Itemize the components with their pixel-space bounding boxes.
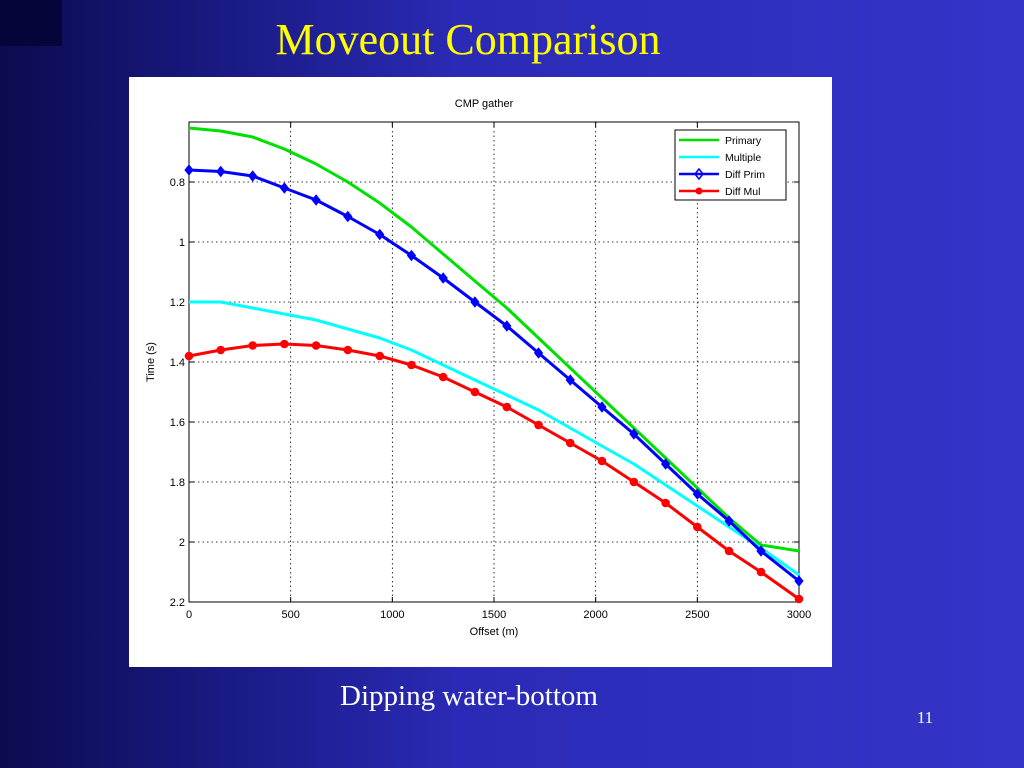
data-point-diff-prim	[248, 170, 258, 182]
x-tick-label: 3000	[787, 609, 811, 621]
data-point-diff-mul	[343, 345, 353, 355]
data-point-diff-prim	[794, 575, 804, 587]
data-point-diff-prim	[216, 165, 226, 178]
y-tick-label: 1.2	[170, 297, 185, 309]
slide-caption: Dipping water-bottom	[340, 680, 598, 712]
x-axis-label: Offset (m)	[470, 626, 519, 638]
data-point-diff-prim	[279, 182, 290, 194]
grid	[189, 122, 799, 602]
series-line-diff-mul	[188, 342, 800, 601]
data-point-diff-mul	[794, 594, 804, 604]
y-tick-label: 1	[179, 237, 185, 249]
cmp-gather-chart: CMP gather 0 500 1000 1500 2000 2500 3000 0.8 1 1…	[145, 98, 811, 638]
data-point-diff-mul	[184, 351, 194, 361]
figure-panel: CMP gather 0 500 1000 1500 2000 2500 3000 0.8 1 1…	[129, 77, 832, 667]
data-point-diff-prim	[406, 249, 417, 262]
legend-label-diff-prim: Diff Prim	[725, 169, 765, 181]
legend-marker-diff-mul	[695, 187, 703, 195]
series	[184, 126, 804, 604]
data-point-diff-mul	[280, 339, 289, 349]
data-point-diff-prim	[724, 515, 734, 527]
series-line-multiple	[189, 300, 800, 577]
data-point-diff-prim	[311, 194, 321, 206]
data-point-diff-prim	[502, 320, 512, 332]
data-point-diff-prim	[375, 228, 385, 241]
y-tick-label: 0.8	[170, 177, 185, 189]
data-point-diff-mul	[756, 567, 766, 577]
data-point-diff-prim	[184, 164, 194, 176]
data-point-diff-prim	[438, 272, 448, 284]
data-point-diff-mul	[629, 477, 639, 487]
legend-label-primary: Primary	[725, 135, 762, 147]
data-point-diff-prim	[565, 374, 575, 386]
legend-label-diff-mul: Diff Mul	[725, 186, 760, 198]
legend-box	[674, 129, 787, 201]
y-tick-label: 1.6	[170, 417, 185, 429]
legend-label-multiple: Multiple	[725, 152, 761, 164]
x-tick-label: 2500	[685, 609, 709, 621]
slide-title: Moveout Comparison	[275, 15, 661, 64]
axis-ticks: 0 500 1000 1500 2000 2500 3000 0.8 1 1.2 1.4 1.6 1.8…	[170, 122, 811, 621]
data-point-diff-prim	[470, 296, 480, 308]
y-tick-label: 1.8	[170, 477, 185, 489]
data-point-diff-prim	[597, 401, 607, 413]
x-tick-label: 2000	[583, 609, 607, 621]
data-point-diff-mul	[693, 522, 702, 532]
x-tick-label: 1000	[380, 609, 404, 621]
chart-title: CMP gather	[455, 98, 514, 110]
y-tick-label: 2.2	[170, 597, 185, 609]
data-point-diff-mul	[311, 341, 321, 350]
y-axis-label: Time (s)	[145, 342, 157, 382]
data-point-diff-mul	[375, 351, 385, 361]
legend: Primary Multiple Diff Prim Diff Mul	[674, 129, 787, 201]
data-point-diff-mul	[502, 402, 512, 412]
data-point-diff-prim	[533, 347, 544, 359]
data-point-diff-mul	[438, 372, 448, 382]
data-point-diff-mul	[661, 498, 670, 508]
series-line-primary	[188, 126, 800, 553]
data-point-diff-mul	[216, 345, 226, 355]
legend-marker-diff-prim	[694, 167, 704, 181]
data-point-diff-prim	[660, 458, 671, 470]
corner-decoration	[0, 0, 62, 46]
x-tick-label: 0	[186, 609, 192, 621]
y-tick-label: 2	[179, 537, 185, 549]
data-point-diff-mul	[534, 420, 543, 430]
data-point-diff-prim	[756, 545, 766, 557]
data-point-diff-prim	[692, 488, 702, 500]
x-tick-label: 500	[281, 609, 299, 621]
y-tick-label: 1.4	[170, 357, 185, 369]
x-tick-label: 1500	[482, 609, 506, 621]
data-point-diff-mul	[407, 360, 416, 370]
series-line-diff-prim	[188, 168, 800, 583]
data-point-diff-mul	[248, 341, 257, 350]
data-point-diff-mul	[470, 387, 480, 397]
data-point-diff-prim	[343, 210, 353, 223]
page-number: 11	[916, 708, 934, 727]
data-point-diff-mul	[597, 456, 607, 466]
data-point-diff-mul	[565, 438, 575, 448]
data-point-diff-mul	[724, 546, 734, 556]
data-point-diff-prim	[629, 428, 639, 440]
